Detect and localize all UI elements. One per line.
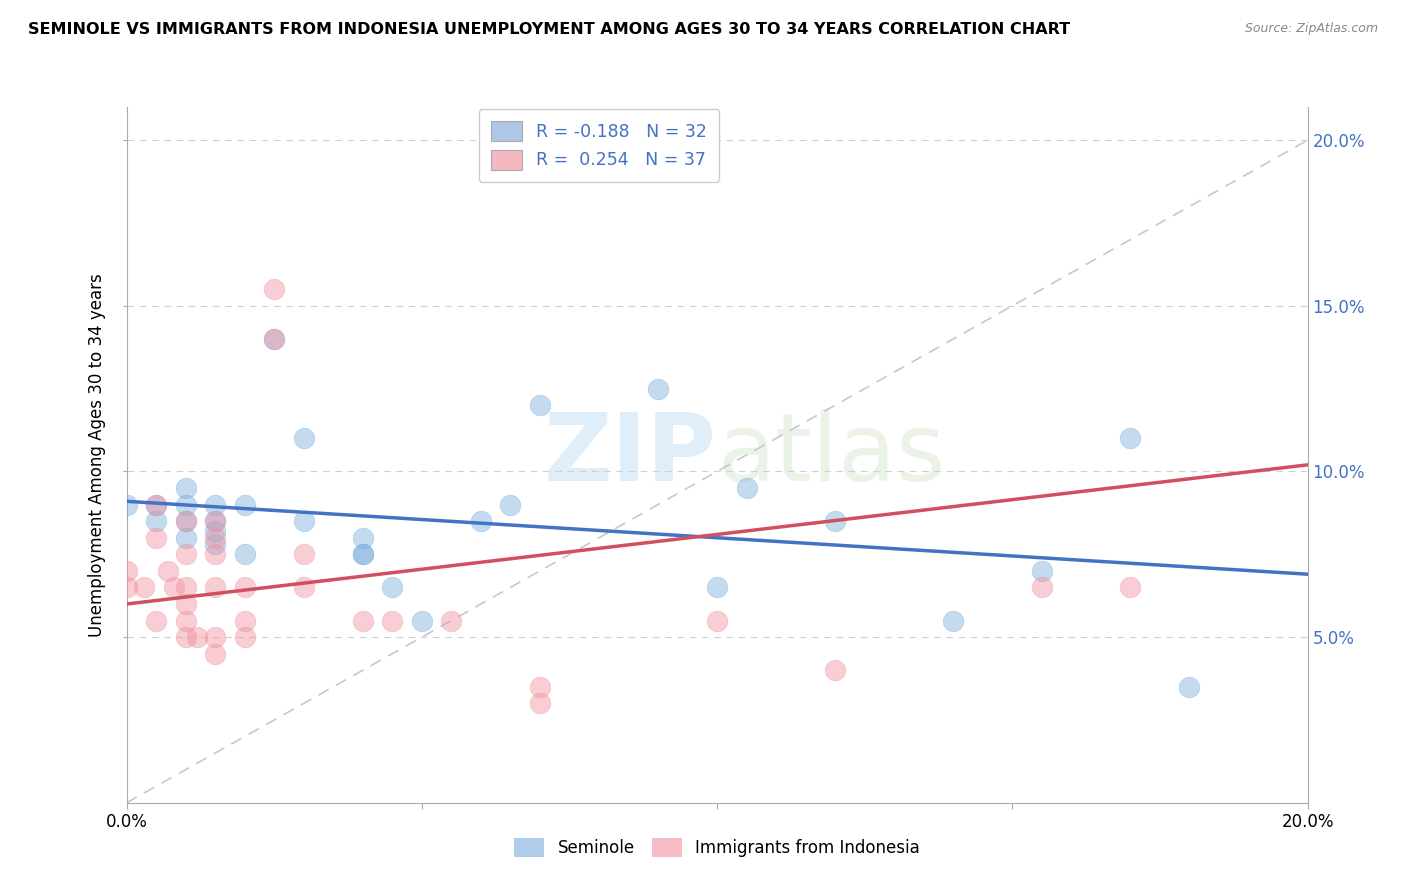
Point [204, 630, 226, 644]
Point [145, 498, 167, 512]
Text: Source: ZipAtlas.com: Source: ZipAtlas.com [1244, 22, 1378, 36]
Point [233, 498, 256, 512]
Point [292, 547, 315, 561]
Point [263, 282, 285, 296]
Point [204, 531, 226, 545]
Point [529, 398, 551, 412]
Text: SEMINOLE VS IMMIGRANTS FROM INDONESIA UNEMPLOYMENT AMONG AGES 30 TO 34 YEARS COR: SEMINOLE VS IMMIGRANTS FROM INDONESIA UN… [28, 22, 1070, 37]
Point [411, 614, 433, 628]
Point [352, 547, 374, 561]
Point [204, 647, 226, 661]
Point [529, 697, 551, 711]
Point [1119, 581, 1142, 595]
Point [174, 531, 197, 545]
Point [174, 514, 197, 528]
Point [529, 680, 551, 694]
Point [499, 498, 522, 512]
Point [233, 630, 256, 644]
Point [706, 614, 728, 628]
Point [174, 581, 197, 595]
Point [233, 547, 256, 561]
Point [115, 564, 138, 578]
Point [204, 514, 226, 528]
Point [1178, 680, 1201, 694]
Point [115, 581, 138, 595]
Point [204, 524, 226, 538]
Point [163, 581, 186, 595]
Point [706, 581, 728, 595]
Point [352, 614, 374, 628]
Point [1031, 581, 1053, 595]
Point [292, 431, 315, 445]
Point [381, 614, 404, 628]
Point [824, 663, 846, 677]
Point [145, 531, 167, 545]
Point [470, 514, 492, 528]
Point [174, 614, 197, 628]
Point [145, 514, 167, 528]
Point [352, 531, 374, 545]
Point [1119, 431, 1142, 445]
Point [233, 581, 256, 595]
Point [174, 597, 197, 611]
Point [381, 581, 404, 595]
Point [647, 382, 669, 396]
Point [134, 581, 156, 595]
Point [263, 332, 285, 346]
Point [352, 547, 374, 561]
Point [440, 614, 463, 628]
Point [735, 481, 758, 495]
Point [145, 498, 167, 512]
Point [174, 514, 197, 528]
Point [824, 514, 846, 528]
Point [942, 614, 965, 628]
Point [174, 481, 197, 495]
Point [145, 614, 167, 628]
Point [204, 581, 226, 595]
Text: atlas: atlas [717, 409, 945, 501]
Point [1031, 564, 1053, 578]
Point [292, 581, 315, 595]
Point [233, 614, 256, 628]
Y-axis label: Unemployment Among Ages 30 to 34 years: Unemployment Among Ages 30 to 34 years [89, 273, 107, 637]
Point [174, 630, 197, 644]
Point [292, 514, 315, 528]
Point [115, 498, 138, 512]
Point [204, 537, 226, 551]
Point [204, 514, 226, 528]
Point [174, 498, 197, 512]
Point [204, 498, 226, 512]
Point [204, 547, 226, 561]
Point [174, 547, 197, 561]
Point [156, 564, 179, 578]
Text: ZIP: ZIP [544, 409, 717, 501]
Legend: Seminole, Immigrants from Indonesia: Seminole, Immigrants from Indonesia [508, 831, 927, 864]
Point [186, 630, 208, 644]
Point [263, 332, 285, 346]
